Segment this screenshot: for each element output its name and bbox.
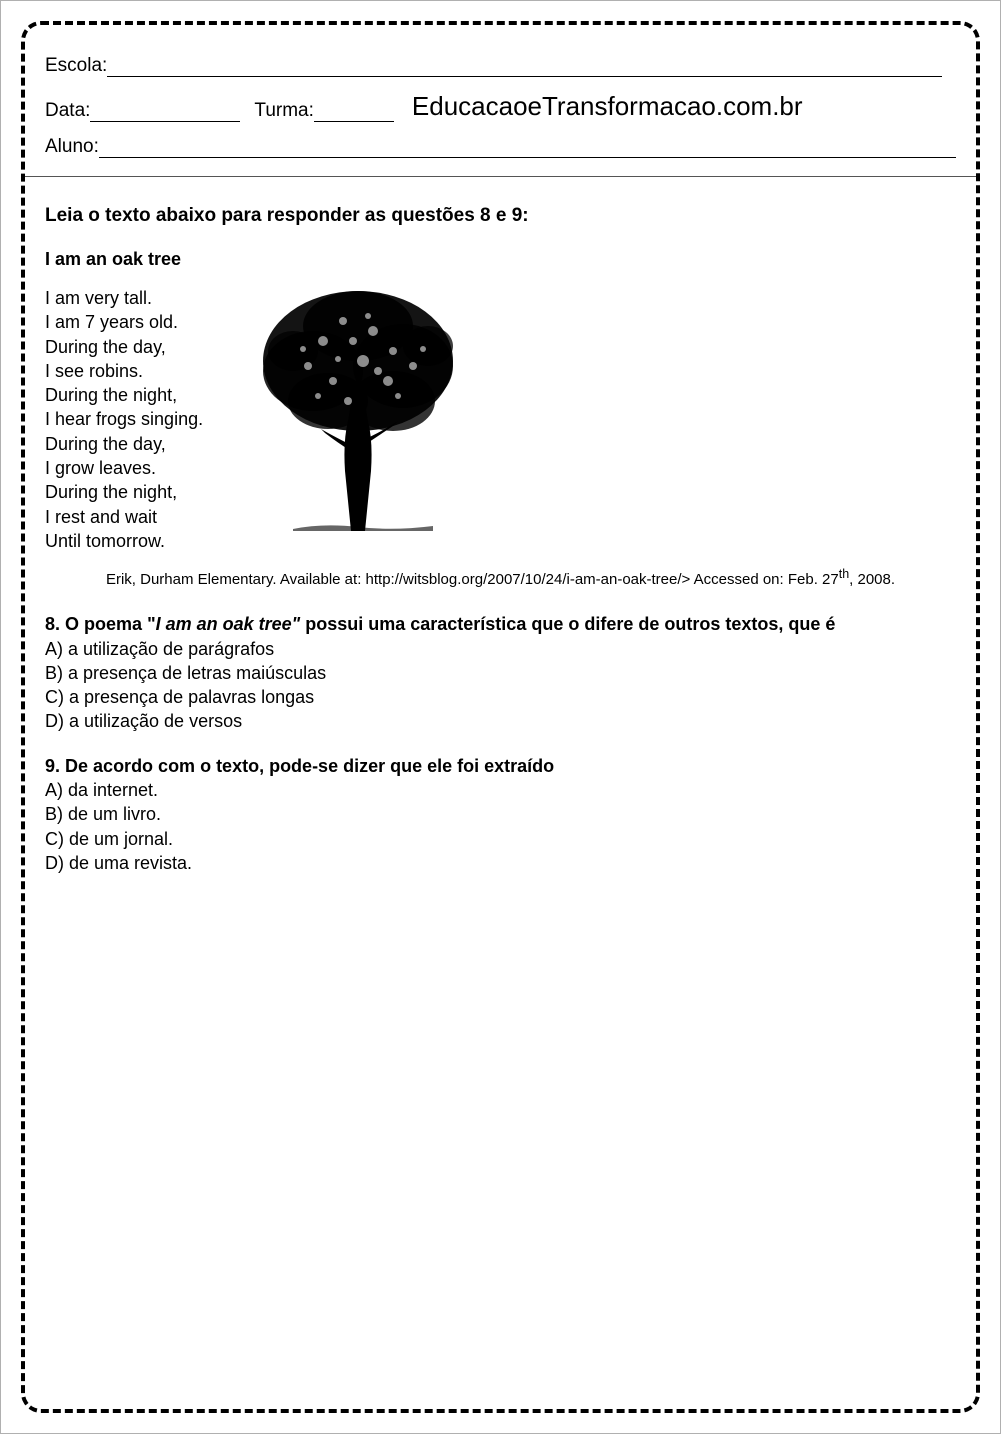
turma-line[interactable] xyxy=(314,100,394,122)
poem-line: I see robins. xyxy=(45,359,203,383)
poem-line: During the night, xyxy=(45,480,203,504)
question-9-options: A) da internet. B) de um livro. C) de um… xyxy=(45,778,956,875)
header-block: Escola: Data: Turma: EducacaoeTransforma… xyxy=(45,55,956,158)
oak-tree-icon xyxy=(233,271,483,531)
option[interactable]: C) de um jornal. xyxy=(45,827,956,851)
poem-line: During the day, xyxy=(45,335,203,359)
data-label: Data: xyxy=(45,100,90,122)
data-line[interactable] xyxy=(90,100,240,122)
site-watermark: EducacaoeTransformacao.com.br xyxy=(412,91,803,122)
header-divider xyxy=(25,176,976,177)
option[interactable]: D) de uma revista. xyxy=(45,851,956,875)
poem-line: I rest and wait xyxy=(45,505,203,529)
worksheet-frame: Escola: Data: Turma: EducacaoeTransforma… xyxy=(21,21,980,1413)
escola-label: Escola: xyxy=(45,55,107,77)
aluno-line[interactable] xyxy=(99,136,956,158)
header-row-aluno: Aluno: xyxy=(45,136,956,158)
citation: Erik, Durham Elementary. Available at: h… xyxy=(45,567,956,588)
question-text-bold: O poema xyxy=(65,614,147,634)
option[interactable]: C) a presença de palavras longas xyxy=(45,685,956,709)
question-8-prompt: 8. O poema "I am an oak tree" possui uma… xyxy=(45,612,956,636)
poem-line: Until tomorrow. xyxy=(45,529,203,553)
escola-line[interactable] xyxy=(107,55,942,77)
question-text-bold: De acordo com o texto, pode-se dizer que… xyxy=(65,756,554,776)
aluno-label: Aluno: xyxy=(45,136,99,158)
question-8: 8. O poema "I am an oak tree" possui uma… xyxy=(45,612,956,733)
option[interactable]: B) a presença de letras maiúsculas xyxy=(45,661,956,685)
option[interactable]: A) da internet. xyxy=(45,778,956,802)
poem-line: I grow leaves. xyxy=(45,456,203,480)
turma-label: Turma: xyxy=(254,100,313,122)
question-number: 8. xyxy=(45,614,60,634)
question-number: 9. xyxy=(45,756,60,776)
poem-lines: I am very tall. I am 7 years old. During… xyxy=(45,286,203,553)
header-row-data-turma: Data: Turma: EducacaoeTransformacao.com.… xyxy=(45,91,956,122)
reading-instruction: Leia o texto abaixo para responder as qu… xyxy=(45,205,956,227)
question-9-prompt: 9. De acordo com o texto, pode-se dizer … xyxy=(45,754,956,778)
question-text-bold-suffix: possui uma característica que o difere d… xyxy=(300,614,835,634)
poem-line: During the night, xyxy=(45,383,203,407)
poem-block: I am an oak tree I am very tall. I am 7 … xyxy=(45,249,956,553)
question-8-options: A) a utilização de parágrafos B) a prese… xyxy=(45,637,956,734)
poem-line: During the day, xyxy=(45,432,203,456)
citation-suffix: , 2008. xyxy=(849,571,895,588)
poem-line: I am 7 years old. xyxy=(45,310,203,334)
header-row-escola: Escola: xyxy=(45,55,956,77)
question-9: 9. De acordo com o texto, pode-se dizer … xyxy=(45,754,956,875)
poem-line: I hear frogs singing. xyxy=(45,407,203,431)
citation-sup: th xyxy=(839,567,849,581)
option[interactable]: B) de um livro. xyxy=(45,802,956,826)
poem-text: I am an oak tree I am very tall. I am 7 … xyxy=(45,249,203,553)
oak-tree-illustration xyxy=(233,249,483,553)
quote-open: " xyxy=(147,614,156,634)
poem-title: I am an oak tree xyxy=(45,249,203,270)
poem-line: I am very tall. xyxy=(45,286,203,310)
question-text-italic: I am an oak tree" xyxy=(156,614,301,634)
option[interactable]: A) a utilização de parágrafos xyxy=(45,637,956,661)
citation-prefix: Erik, Durham Elementary. Available at: h… xyxy=(106,571,839,588)
option[interactable]: D) a utilização de versos xyxy=(45,709,956,733)
